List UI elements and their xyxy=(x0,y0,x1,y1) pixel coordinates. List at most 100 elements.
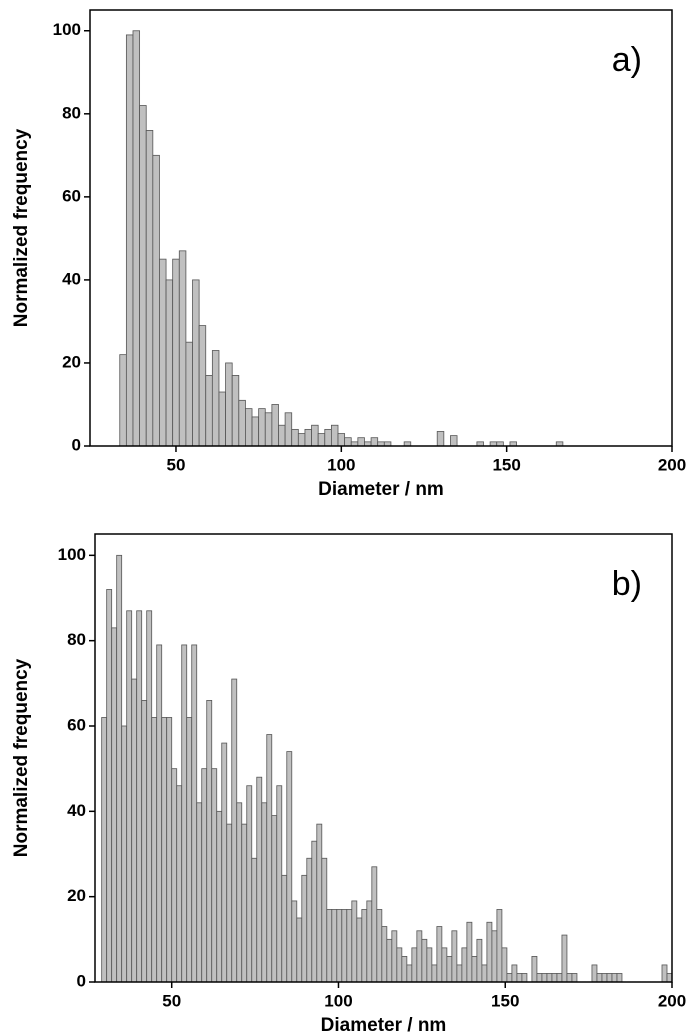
plot-frame xyxy=(89,9,673,447)
bar xyxy=(311,424,319,447)
bar xyxy=(411,947,418,983)
panel-label: b) xyxy=(612,565,642,603)
bar xyxy=(476,938,483,983)
bar xyxy=(451,930,458,983)
bar xyxy=(251,857,258,983)
bar xyxy=(186,717,193,983)
bar xyxy=(132,30,141,447)
bar xyxy=(156,644,163,983)
bar xyxy=(125,34,134,447)
bar xyxy=(119,354,127,447)
bar xyxy=(291,428,299,447)
bar xyxy=(211,768,218,983)
bar xyxy=(566,973,573,983)
y-tick-label: 0 xyxy=(77,971,86,990)
bar xyxy=(321,857,328,983)
bar xyxy=(386,938,393,983)
bar xyxy=(296,917,303,983)
bar xyxy=(146,610,153,983)
x-tick-label: 200 xyxy=(658,991,686,1010)
bar xyxy=(616,973,623,983)
panel-label: a) xyxy=(612,41,642,79)
bar xyxy=(381,926,388,983)
bar xyxy=(152,154,160,447)
bar xyxy=(192,279,200,447)
x-tick-label: 150 xyxy=(491,991,519,1010)
bar xyxy=(271,404,279,447)
bar xyxy=(178,250,187,447)
y-tick-label: 40 xyxy=(62,269,81,288)
bar xyxy=(571,973,578,983)
bar xyxy=(316,823,323,983)
bar xyxy=(216,810,223,983)
bar xyxy=(231,678,238,983)
x-tick-label: 100 xyxy=(327,455,355,474)
y-tick-label: 20 xyxy=(62,352,81,371)
bar xyxy=(421,938,428,983)
bar xyxy=(591,964,598,983)
bar xyxy=(101,717,108,983)
y-tick-label: 80 xyxy=(67,630,86,649)
bar xyxy=(466,921,473,983)
bar xyxy=(541,973,548,983)
bar xyxy=(341,909,348,983)
bar xyxy=(145,130,154,447)
bar xyxy=(211,350,220,447)
bar xyxy=(304,428,312,447)
x-tick-label: 150 xyxy=(492,455,520,474)
bar xyxy=(546,973,553,983)
bar xyxy=(236,802,243,983)
bar xyxy=(391,930,398,983)
bar xyxy=(396,947,403,983)
bar xyxy=(221,742,228,983)
bar xyxy=(431,964,438,983)
x-axis-label: Diameter / nm xyxy=(321,1015,447,1036)
bar xyxy=(556,973,563,983)
bar xyxy=(506,973,513,983)
x-axis-label: Diameter / nm xyxy=(318,479,444,500)
bar xyxy=(136,610,143,983)
bar xyxy=(406,964,413,983)
bar xyxy=(661,964,668,983)
bar xyxy=(521,973,528,983)
y-tick-label: 100 xyxy=(53,20,81,39)
bar xyxy=(330,424,339,447)
bar xyxy=(441,947,448,983)
bar xyxy=(284,412,293,447)
bar xyxy=(436,926,443,983)
bar xyxy=(116,554,123,983)
bar xyxy=(141,700,148,983)
bar xyxy=(258,408,266,447)
bar xyxy=(461,947,468,983)
bar xyxy=(561,934,568,983)
bar xyxy=(446,956,453,983)
bar xyxy=(231,375,240,447)
y-tick-label: 40 xyxy=(67,801,86,820)
bar xyxy=(481,964,488,983)
bar xyxy=(346,909,353,983)
bar xyxy=(225,362,233,447)
bar xyxy=(326,909,333,983)
bar xyxy=(471,956,478,983)
bar xyxy=(171,768,178,983)
bar xyxy=(185,341,193,447)
bar xyxy=(241,823,248,983)
x-tick-label: 50 xyxy=(167,455,186,474)
bar xyxy=(286,751,293,983)
bar xyxy=(450,435,458,447)
bar xyxy=(306,857,313,983)
y-tick-label: 60 xyxy=(67,715,86,734)
bar xyxy=(218,391,226,447)
bar xyxy=(166,717,173,983)
y-axis-label: Normalized frequency xyxy=(11,128,32,327)
bar xyxy=(251,416,260,447)
bar xyxy=(311,840,318,983)
bar xyxy=(238,399,246,447)
y-tick-label: 20 xyxy=(67,886,86,905)
bar xyxy=(337,433,346,447)
bar xyxy=(511,964,518,983)
bar xyxy=(106,589,113,983)
bar xyxy=(344,437,352,447)
bar xyxy=(496,909,503,983)
bar xyxy=(416,930,423,983)
